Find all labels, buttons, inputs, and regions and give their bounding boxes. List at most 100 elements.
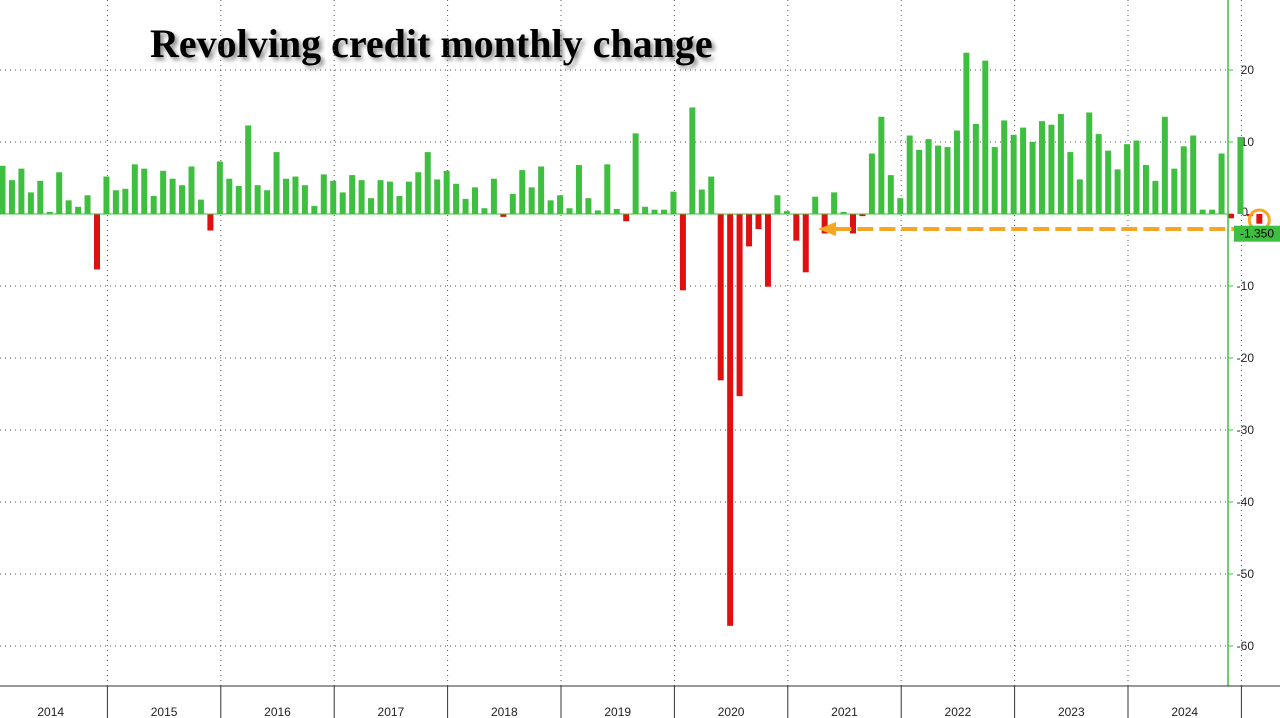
- bar: [481, 208, 488, 214]
- bar: [727, 214, 734, 626]
- bar: [283, 178, 289, 214]
- bar: [925, 139, 932, 214]
- bar: [453, 183, 460, 214]
- bar: [708, 176, 715, 214]
- x-tick-label: 2017: [378, 705, 405, 718]
- bar: [1076, 179, 1083, 214]
- bar: [1190, 135, 1197, 214]
- bar: [566, 208, 573, 214]
- bar: [197, 199, 204, 214]
- bar: [349, 175, 356, 214]
- bar: [519, 170, 526, 214]
- bar: [216, 161, 223, 214]
- bar: [27, 192, 34, 214]
- y-tick-label: -50: [1237, 567, 1255, 581]
- bar: [632, 133, 639, 214]
- last-value-label: -1.350: [1240, 227, 1274, 241]
- y-tick-label: 10: [1241, 135, 1255, 149]
- x-tick-label: 2014: [37, 705, 64, 718]
- bar: [1209, 209, 1216, 214]
- bar: [1086, 112, 1093, 214]
- bar: [160, 170, 167, 214]
- bar: [585, 198, 592, 214]
- bar: [386, 181, 393, 214]
- y-tick-label: -20: [1237, 351, 1255, 365]
- bar: [661, 209, 667, 214]
- bar: [254, 185, 261, 214]
- bar: [1029, 142, 1036, 214]
- bar: [963, 52, 970, 214]
- bar: [131, 164, 138, 214]
- y-tick-label: 0: [1241, 205, 1248, 219]
- x-tick-label: 2024: [1171, 705, 1198, 718]
- bar: [1161, 116, 1168, 214]
- bar: [150, 196, 157, 214]
- bar: [112, 190, 119, 214]
- bar: [84, 195, 91, 214]
- bar: [1199, 209, 1206, 214]
- bar: [774, 195, 781, 214]
- bar: [916, 149, 923, 214]
- bar: [1124, 144, 1131, 214]
- bar: [1067, 152, 1074, 214]
- bar: [783, 211, 790, 214]
- bar: [1256, 214, 1263, 224]
- bar: [500, 214, 507, 217]
- bar: [717, 214, 724, 381]
- bar: [264, 190, 271, 214]
- bar: [358, 180, 365, 214]
- bar: [821, 214, 828, 234]
- bar: [698, 189, 705, 214]
- bar: [868, 153, 875, 214]
- bar: [887, 175, 894, 214]
- bar: [65, 200, 72, 214]
- bar: [311, 206, 318, 214]
- bar: [235, 185, 242, 214]
- bar: [906, 135, 913, 214]
- bar: [679, 214, 686, 291]
- last-value-tag: [1234, 225, 1280, 242]
- x-tick-label: 2021: [831, 705, 858, 718]
- bar: [623, 214, 630, 222]
- bar: [935, 145, 942, 214]
- bar: [642, 206, 649, 214]
- x-tick-label: 2015: [151, 705, 178, 718]
- bar: [651, 209, 658, 214]
- bar: [1180, 146, 1187, 214]
- bar: [122, 188, 129, 214]
- bar: [46, 211, 53, 214]
- bar: [1171, 168, 1178, 214]
- bar: [594, 210, 601, 214]
- bar: [37, 180, 44, 214]
- bar: [179, 185, 186, 214]
- bar: [169, 178, 176, 214]
- bar: [764, 214, 771, 287]
- y-tick-label: 20: [1241, 63, 1255, 77]
- bar: [18, 168, 25, 214]
- bar: [991, 147, 998, 214]
- bar: [859, 214, 866, 217]
- y-tick-label: -40: [1237, 495, 1255, 509]
- bar: [462, 198, 469, 214]
- bar: [689, 107, 696, 214]
- y-tick-label: -30: [1237, 423, 1255, 437]
- bar: [188, 166, 195, 214]
- x-tick-label: 2019: [604, 705, 631, 718]
- bar: [897, 198, 904, 214]
- x-tick-label: 2023: [1058, 705, 1085, 718]
- bar: [1048, 124, 1055, 214]
- bar: [1020, 127, 1027, 214]
- x-tick-label: 2020: [718, 705, 745, 718]
- bar: [0, 165, 6, 214]
- bar: [736, 214, 743, 397]
- bar: [330, 180, 337, 214]
- bar: [1142, 165, 1149, 214]
- bar: [1152, 180, 1159, 214]
- callout-arrow-head: [818, 222, 836, 236]
- bar: [377, 180, 384, 214]
- bar: [812, 196, 819, 214]
- bar: [56, 172, 63, 214]
- bar: [1095, 134, 1102, 214]
